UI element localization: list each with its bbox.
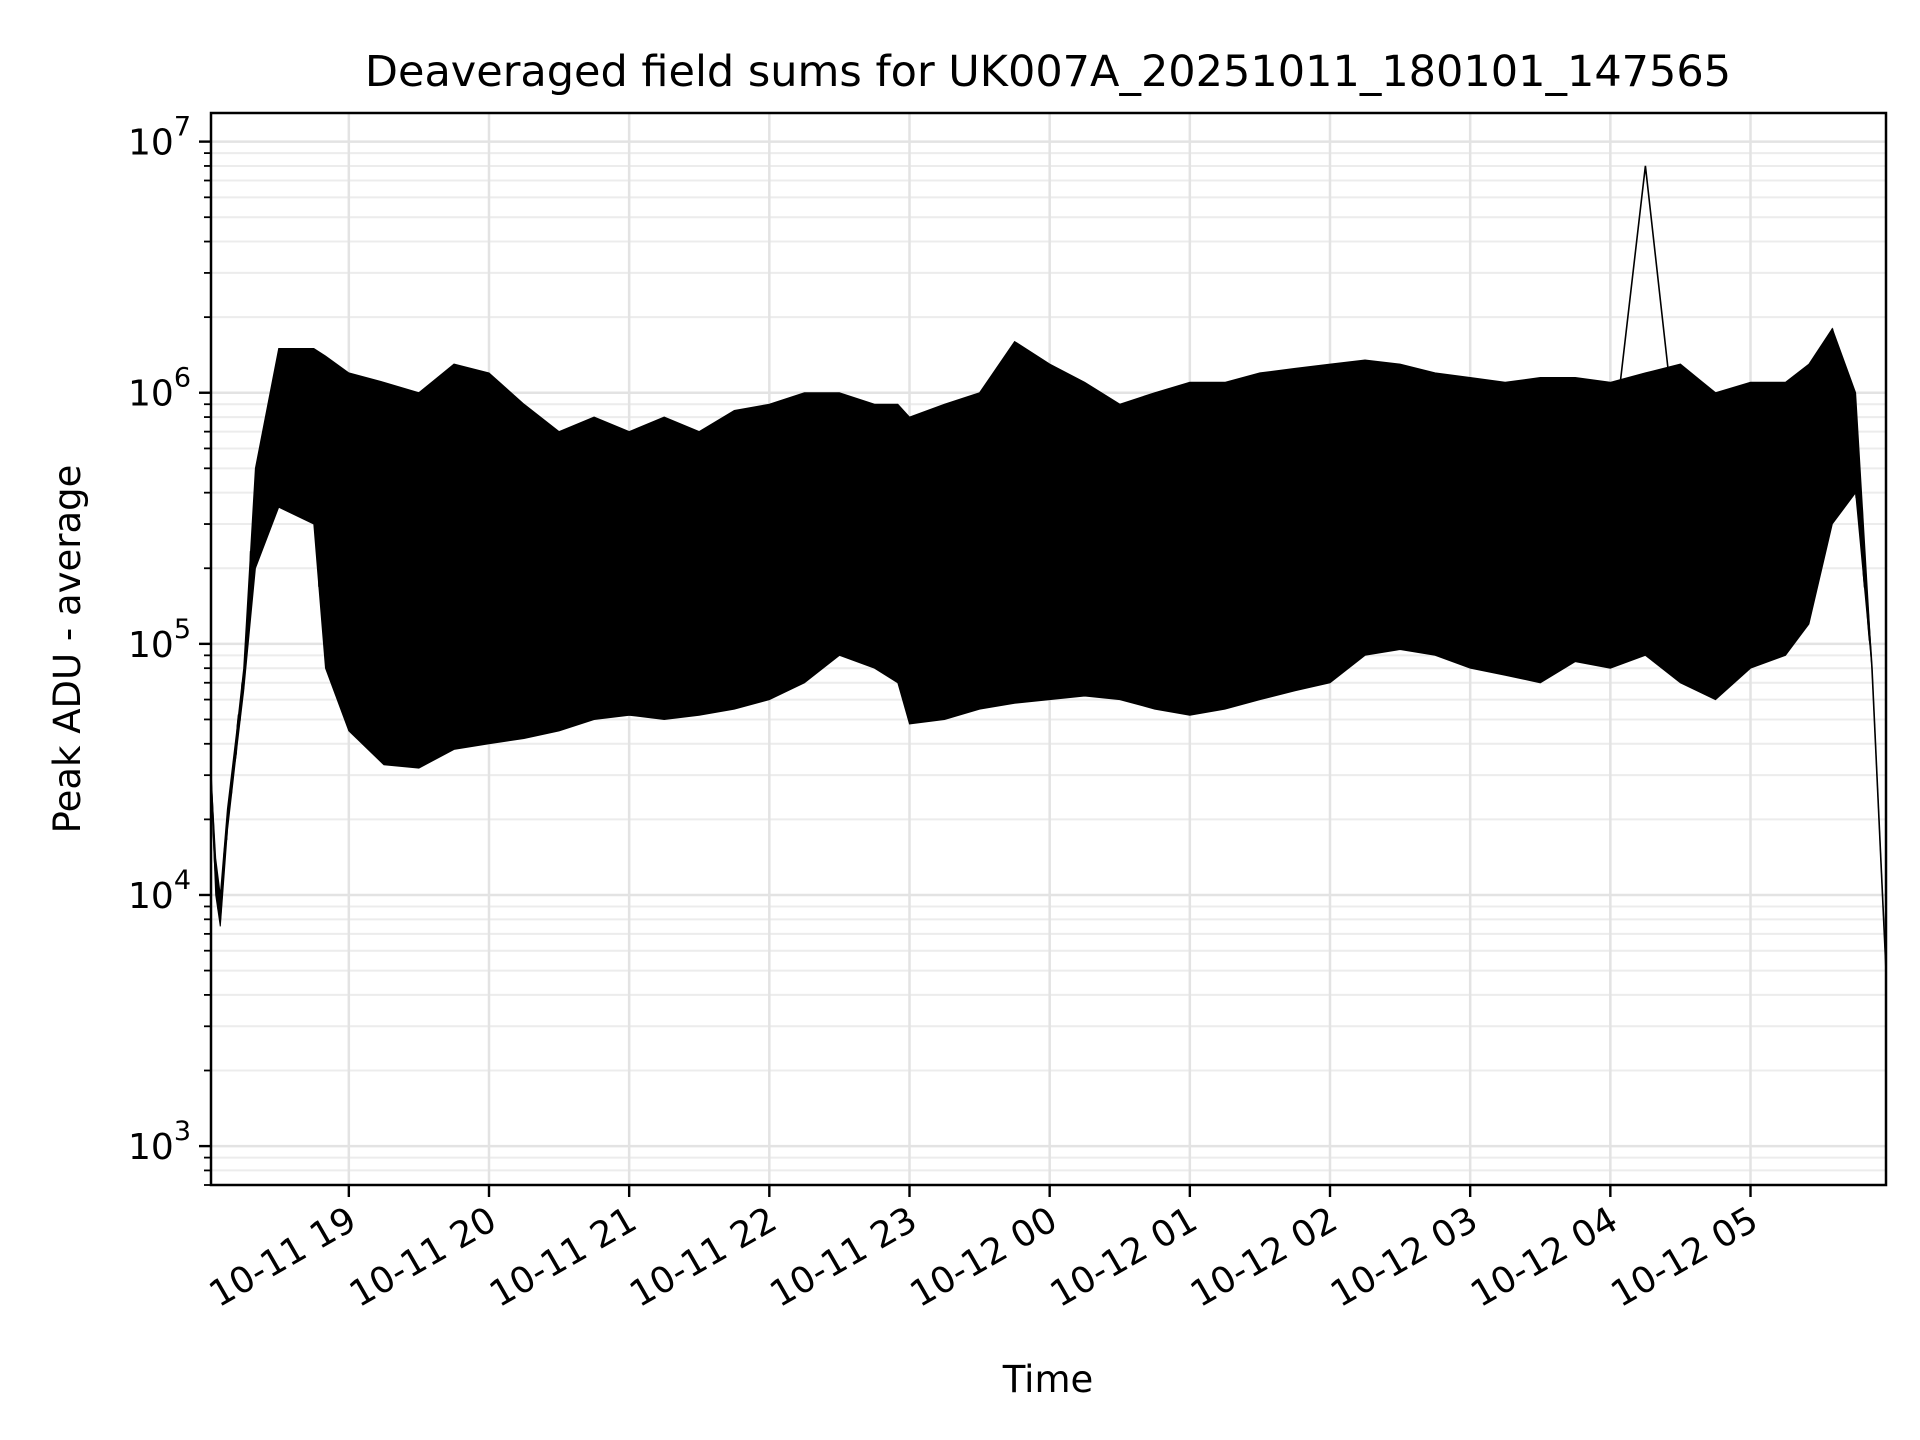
x-tick-label: 10-12 05 xyxy=(1604,1199,1765,1315)
x-tick-label: 10-11 20 xyxy=(343,1199,504,1315)
y-tick-label: 106 xyxy=(128,363,191,415)
chart-title: Deaveraged field sums for UK007A_2025101… xyxy=(365,47,1731,97)
y-tick-label: 103 xyxy=(128,1116,191,1168)
x-tick-label: 10-12 00 xyxy=(903,1199,1064,1315)
y-tick-label: 107 xyxy=(128,112,191,164)
x-tick-label: 10-11 23 xyxy=(763,1199,924,1315)
x-axis-label: Time xyxy=(1002,1358,1094,1401)
x-tick-label: 10-11 21 xyxy=(483,1199,644,1315)
y-axis-label: Peak ADU - average xyxy=(46,465,89,834)
y-tick-label: 105 xyxy=(128,614,191,666)
x-tick-label: 10-12 02 xyxy=(1184,1199,1345,1315)
plot-area xyxy=(211,165,1886,971)
y-axis: 103 104 105 106 107 xyxy=(128,112,211,1186)
data-line xyxy=(211,165,1886,971)
y-tick-label: 104 xyxy=(128,865,191,917)
x-tick-label: 10-11 22 xyxy=(623,1199,784,1315)
x-tick-label: 10-12 04 xyxy=(1464,1199,1625,1315)
x-tick-label: 10-11 19 xyxy=(203,1199,364,1315)
x-tick-label: 10-12 01 xyxy=(1044,1199,1205,1315)
x-tick-label: 10-12 03 xyxy=(1324,1199,1485,1315)
